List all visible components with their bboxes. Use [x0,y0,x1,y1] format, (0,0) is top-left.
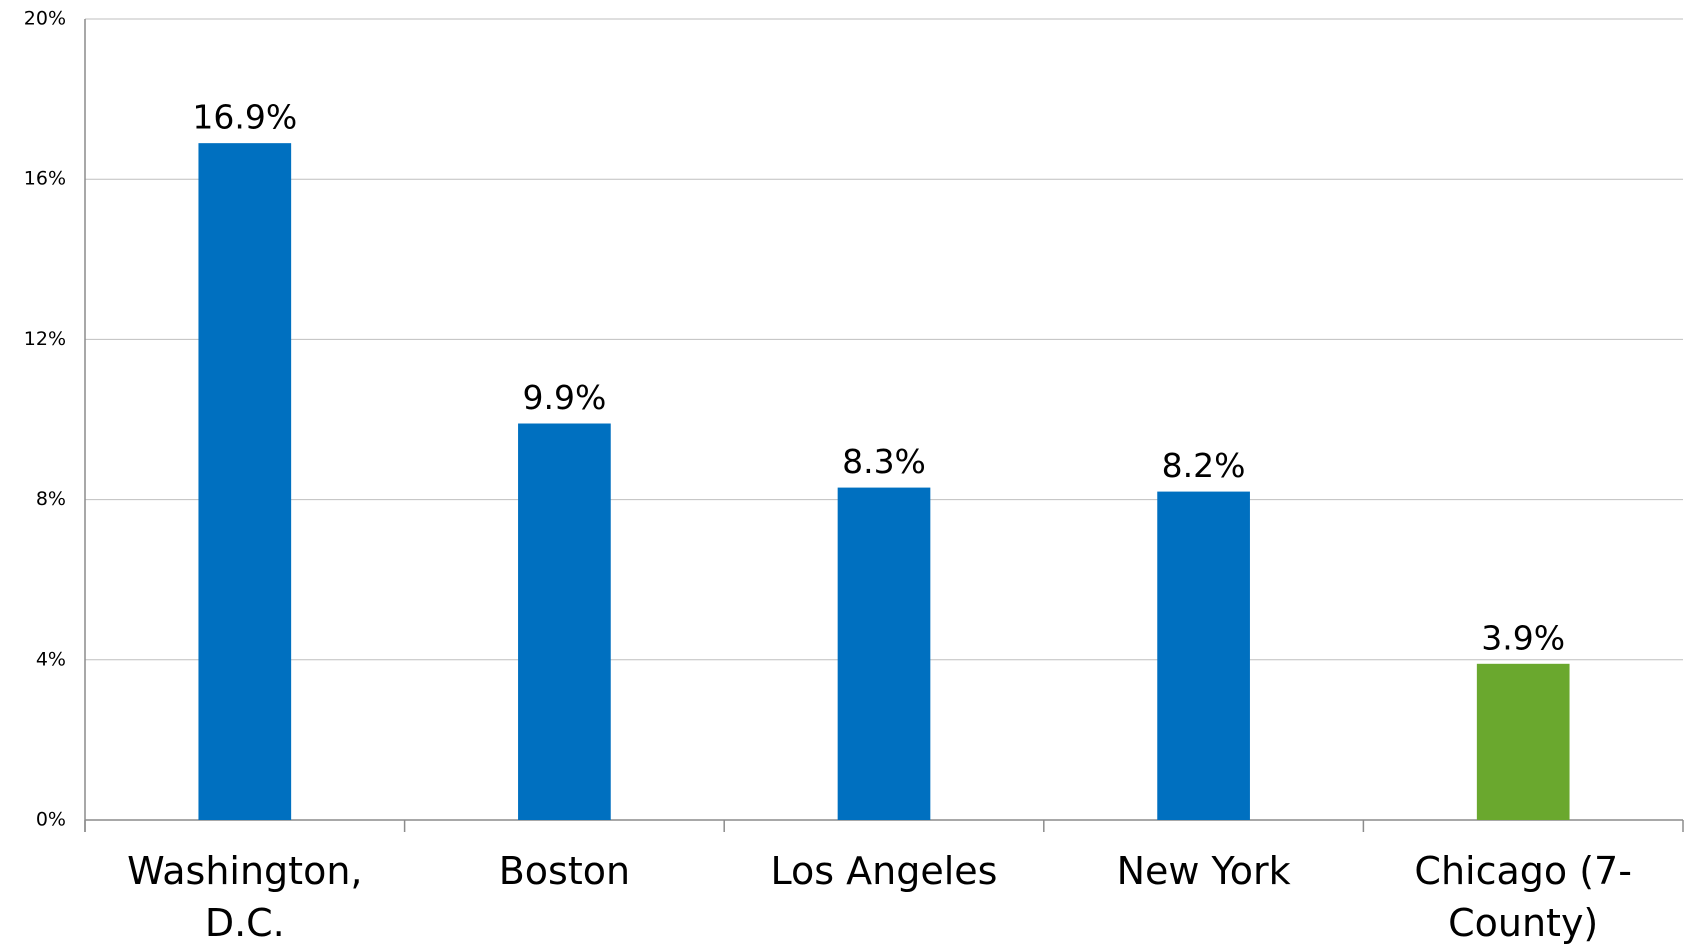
x-tick-label: Los Angeles [770,849,998,893]
bar [198,143,292,820]
y-tick-label: 4% [36,648,66,670]
x-tick-label: Washington, D.C. [127,849,363,945]
y-tick-label: 8% [36,488,66,510]
data-label: 16.9% [192,98,297,137]
x-tick-label: Chicago (7-County) [1414,849,1632,945]
bar [518,423,611,820]
data-label: 9.9% [522,378,606,417]
bar [1476,663,1570,820]
y-tick-label: 12% [24,328,66,350]
x-tick-label: Boston [498,849,631,893]
y-tick-label: 20% [24,8,66,30]
y-tick-label: 16% [24,168,66,190]
bar [837,487,931,820]
y-tick-label: 0% [36,809,66,831]
data-label: 8.3% [842,442,926,481]
bar [1157,491,1250,820]
data-label: 8.2% [1162,446,1246,485]
data-label: 3.9% [1481,618,1565,657]
x-tick-label: New York [1116,849,1291,893]
